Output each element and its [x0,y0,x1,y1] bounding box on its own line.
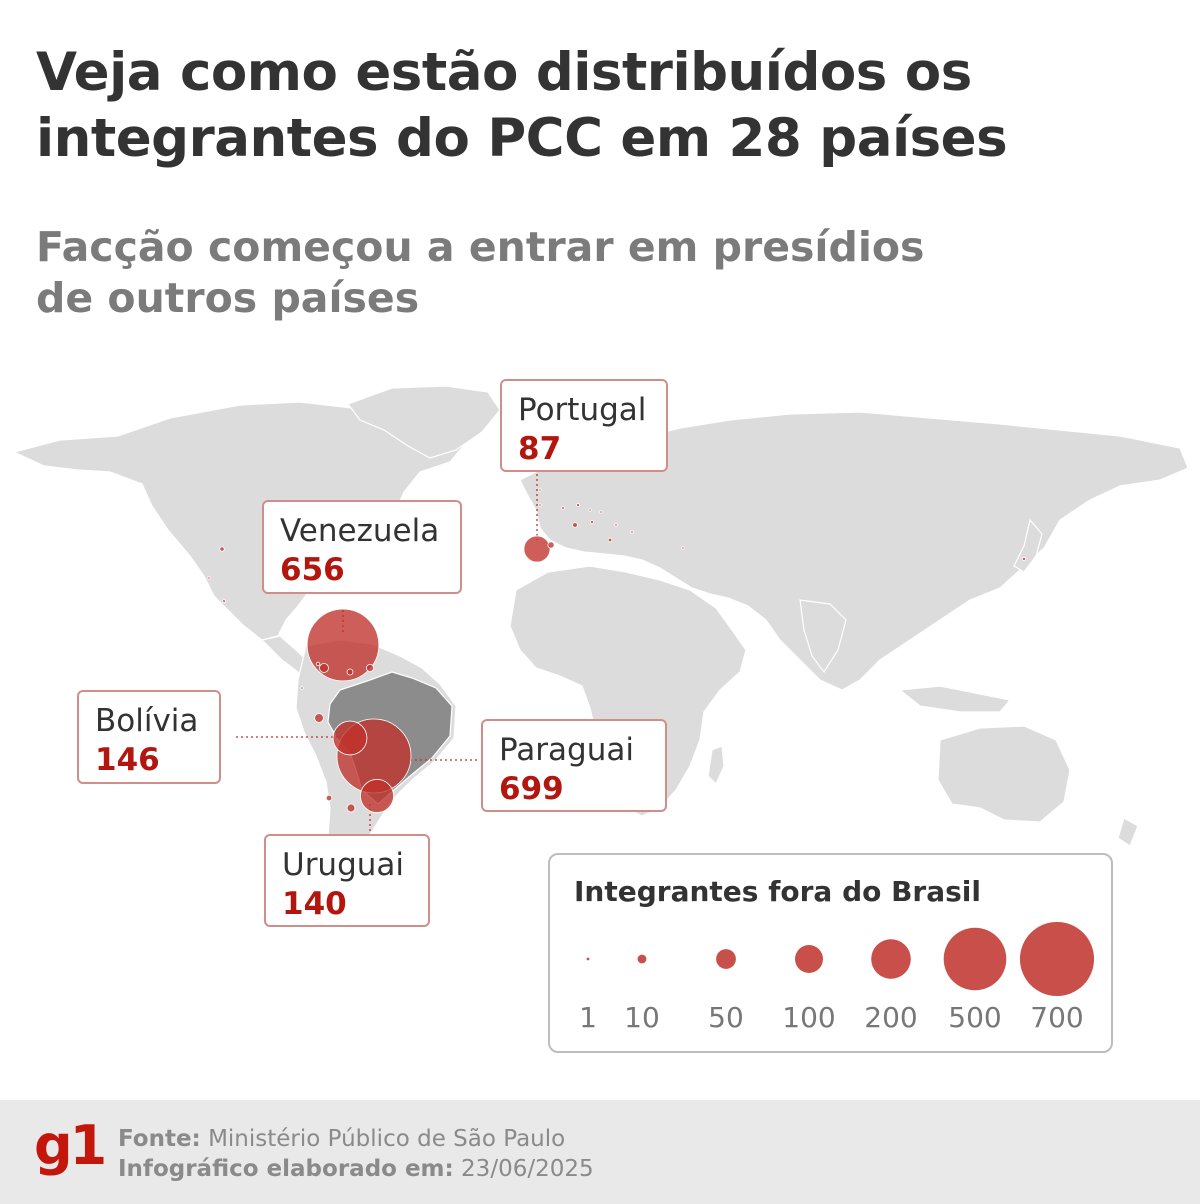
bubble-country-16 [572,522,578,528]
footer: g1 Fonte: Ministério Público de São Paul… [0,1100,1200,1204]
legend-label-100: 100 [782,1001,835,1034]
callout-value: 140 [282,886,347,922]
bubble-uruguai [360,779,394,813]
legend-label-200: 200 [864,1001,917,1034]
bubble-country-3 [365,664,374,673]
bubble-venezuela [306,608,380,682]
callout-country: Uruguai [282,847,405,883]
callout-portugal: Portugal 87 [500,379,668,472]
page-title: Veja como estão distribuídos os integran… [36,42,1008,169]
india-landmass [799,599,847,674]
source-label: Fonte: [118,1126,201,1152]
bubble-country-14 [561,506,565,510]
bubble-country-13 [576,503,580,507]
date-value: 23/06/2025 [461,1156,594,1182]
source-value: Ministério Público de São Paulo [208,1126,566,1152]
greenland-landmass [347,385,501,459]
legend-bubble-10 [637,954,647,964]
date-line: Infográfico elaborado em: 23/06/2025 [118,1156,594,1182]
bubble-country-1 [547,541,555,549]
bubble-portugal [523,535,551,563]
bubble-country-20 [614,523,618,527]
bubble-country-4 [346,668,354,676]
page-subtitle: Facção começou a entrar em presídios de … [36,223,925,322]
legend-bubbles: 1 10 50 100 200 500 700 [579,921,1095,1034]
bubble-country-11 [300,686,304,690]
bubble-country-19 [607,537,613,543]
bubble-layer [207,488,1027,813]
legend-bubble-100 [795,945,823,973]
bubble-country-15 [588,508,592,512]
callout-value: 146 [95,742,160,778]
legend-title: Integrantes fora do Brasil [574,875,981,908]
africa-landmass [509,565,747,817]
legend-bubble-1 [586,957,590,961]
callout-value: 699 [499,771,564,807]
legend-label-50: 50 [708,1001,744,1034]
legend-label-1: 1 [579,1001,597,1034]
legend-bubble-200 [871,939,911,979]
bubble-country-7 [325,794,333,802]
bubble-country-2 [319,663,329,673]
callout-country: Paraguai [499,732,634,768]
source-line: Fonte: Ministério Público de São Paulo [118,1126,565,1152]
bubble-country-8 [219,546,225,552]
southeast-asia-islands [898,685,1012,713]
callout-country: Bolívia [95,703,199,739]
japan-landmass [1013,518,1043,573]
bubble-country-12 [315,661,321,667]
legend-bubble-700 [1019,921,1095,997]
legend-bubble-50 [716,949,736,969]
bubble-country-24 [681,546,685,550]
bubble-country-22 [538,488,542,492]
new-zealand-landmass [1117,817,1139,847]
bubble-country-18 [599,510,603,514]
madagascar-landmass [707,745,725,786]
date-label: Infográfico elaborado em: [118,1156,454,1182]
callout-country: Portugal [518,392,647,428]
callout-venezuela: Venezuela 656 [262,500,462,594]
bubble-country-25 [1022,557,1027,562]
g1-logo: g1 [34,1114,107,1177]
eurasia-landmass [519,411,1189,691]
callout-bolivia: Bolívia 146 [77,690,221,784]
callout-country: Venezuela [280,513,440,549]
callout-paraguai: Paraguai 699 [481,719,667,812]
size-legend: Integrantes fora do Brasil 1 10 50 100 200 50… [548,853,1113,1053]
legend-label-500: 500 [948,1001,1001,1034]
bubble-country-6 [346,803,356,813]
legend-label-700: 700 [1030,1001,1083,1034]
australia-landmass [937,725,1071,823]
legend-label-10: 10 [624,1001,660,1034]
callout-value: 656 [280,552,345,588]
bubble-bolivia [332,720,368,756]
world-map [12,385,1189,902]
bubble-country-5 [314,713,324,723]
callout-value: 87 [518,431,562,467]
legend-bubble-500 [943,927,1007,991]
bubble-country-21 [538,503,542,507]
bubble-country-23 [630,530,634,534]
callout-uruguai: Uruguai 140 [264,834,430,927]
bubble-country-9 [222,599,226,603]
bubble-country-10 [207,576,211,580]
bubble-country-17 [590,520,594,524]
